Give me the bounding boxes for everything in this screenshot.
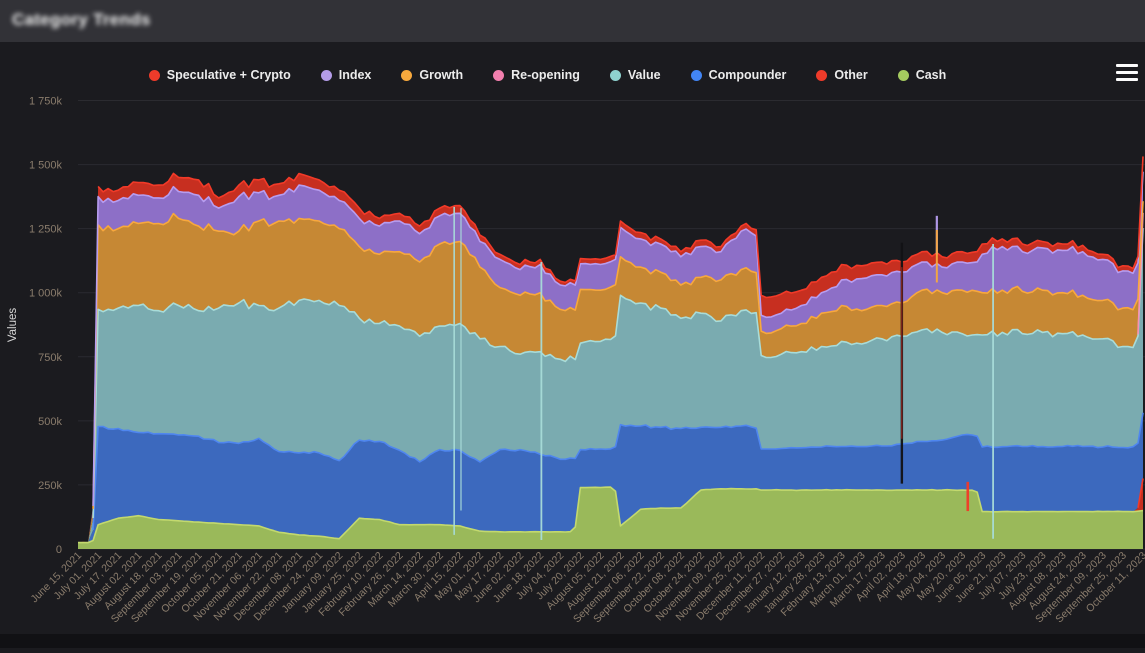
y-tick-label: 1 500k xyxy=(29,160,63,172)
legend-item-value[interactable]: Value xyxy=(609,68,661,82)
legend-dot xyxy=(493,69,505,81)
legend-item-other[interactable]: Other xyxy=(816,68,868,82)
area-index xyxy=(78,171,1143,543)
legend-dot xyxy=(320,69,332,81)
legend-dot xyxy=(609,69,621,81)
page-header: Category Trends xyxy=(0,0,1145,42)
legend-item-cash[interactable]: Cash xyxy=(897,68,947,82)
area-growth xyxy=(78,201,1143,543)
legend-label: Re-opening xyxy=(511,68,580,82)
y-tick-label: 1 250k xyxy=(29,224,63,236)
legend-item-re-opening[interactable]: Re-opening xyxy=(493,68,580,82)
legend-dot xyxy=(816,69,828,81)
legend-label: Other xyxy=(834,68,868,82)
line-growth xyxy=(92,201,1144,509)
y-tick-label: 750k xyxy=(38,352,62,364)
y-tick-label: 500k xyxy=(38,416,62,428)
bottom-strip xyxy=(0,634,1145,648)
legend-dot xyxy=(148,69,160,81)
y-tick-label: 0 xyxy=(56,544,62,556)
legend-label: Cash xyxy=(915,68,947,82)
legend-label: Index xyxy=(338,68,372,82)
legend-label: Speculative + Crypto xyxy=(166,68,291,82)
legend-item-growth[interactable]: Growth xyxy=(401,68,463,82)
hamburger-menu-icon[interactable] xyxy=(1116,64,1138,81)
legend-dot xyxy=(401,69,413,81)
legend-label: Growth xyxy=(419,68,464,82)
category-trends-stacked-area-chart[interactable]: 0 250k 500k 750k 1 000k 1 250k 1 500k 1 750k Val… xyxy=(0,42,1145,648)
line-value xyxy=(92,228,1144,519)
chart-area: 0 250k 500k 750k 1 000k 1 250k 1 500k 1 750k Val… xyxy=(0,42,1145,653)
area-cash xyxy=(78,487,1143,549)
y-tick-label: 1 000k xyxy=(29,288,63,300)
line-cash xyxy=(77,486,1144,544)
page-title: Category Trends xyxy=(12,10,151,29)
legend-dot xyxy=(897,69,909,81)
legend-label: Compounder xyxy=(708,68,787,82)
line-compounder xyxy=(92,412,1144,531)
line-index xyxy=(92,171,1144,507)
y-axis-title: Values xyxy=(7,308,19,343)
y-tick-label: 250k xyxy=(38,480,62,492)
y-tick-label: 1 750k xyxy=(29,96,63,108)
line-speculative-crypto xyxy=(97,156,1144,299)
legend-label: Value xyxy=(627,68,661,82)
chart-legend: Speculative + Crypto Index Growth Re-openin… xyxy=(0,62,1095,88)
legend-dot xyxy=(690,69,702,81)
legend-item-index[interactable]: Index xyxy=(320,68,372,82)
legend-item-speculative-crypto[interactable]: Speculative + Crypto xyxy=(148,68,291,82)
legend-item-compounder[interactable]: Compounder xyxy=(690,68,787,82)
area-compounder xyxy=(78,412,1143,543)
line-other xyxy=(1137,478,1144,508)
